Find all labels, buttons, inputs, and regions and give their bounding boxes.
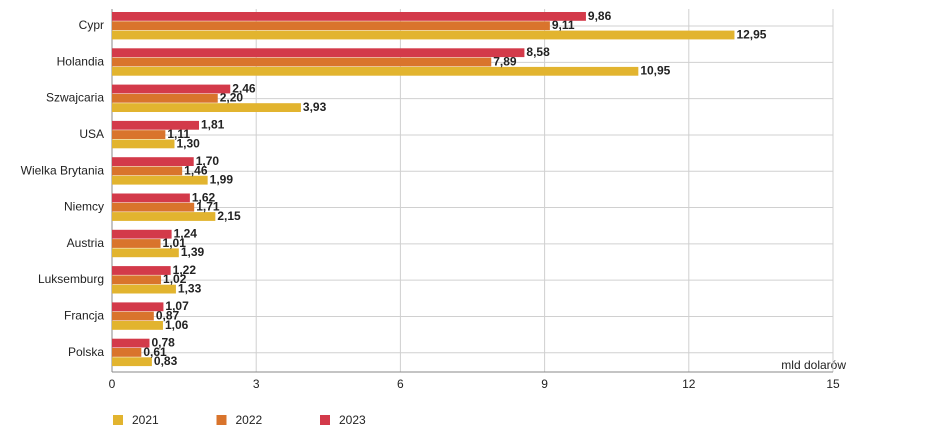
- x-tick-label: 3: [253, 377, 260, 391]
- y-tick-label: Francja: [64, 309, 104, 323]
- x-tick-label: 9: [541, 377, 548, 391]
- legend-label: 2023: [339, 413, 366, 427]
- y-tick-label: Holandia: [57, 54, 105, 68]
- bar: [112, 212, 216, 221]
- value-label: 0,87: [156, 309, 180, 323]
- bar: [112, 338, 150, 348]
- bar: [112, 130, 166, 139]
- y-tick-label: Polska: [68, 345, 104, 359]
- value-label: 10,95: [640, 64, 670, 78]
- bar: [112, 321, 163, 330]
- value-label: 2,20: [220, 91, 244, 105]
- value-label: 1,06: [165, 318, 189, 332]
- value-label: 9,11: [552, 18, 575, 32]
- legend-label: 2022: [236, 413, 263, 427]
- value-label: 1,24: [174, 227, 198, 241]
- y-tick-label: Szwajcaria: [46, 91, 104, 105]
- bar: [112, 30, 735, 40]
- axis-label: mld dolarów: [781, 358, 846, 372]
- value-label: 1,62: [192, 190, 216, 204]
- value-label: 1,81: [201, 118, 225, 132]
- bar: [112, 21, 550, 31]
- value-label: 1,22: [173, 263, 197, 277]
- value-label: 1,46: [184, 163, 208, 177]
- bar: [112, 139, 175, 149]
- bar: [112, 302, 164, 312]
- legend-swatch: [216, 415, 227, 425]
- value-label: 7,89: [493, 54, 517, 68]
- bar: [112, 103, 301, 112]
- value-label: 1,70: [196, 154, 220, 168]
- bar: [112, 66, 639, 76]
- bar: [112, 193, 190, 203]
- legend-label: 2021: [132, 413, 159, 427]
- bar: [112, 239, 161, 248]
- x-tick-label: 6: [397, 377, 404, 391]
- bar: [112, 175, 208, 185]
- bar: [112, 166, 183, 176]
- bar: [112, 120, 200, 130]
- bar: [112, 157, 194, 166]
- value-label: 12,95: [736, 27, 766, 41]
- y-tick-label: Luksemburg: [38, 272, 104, 286]
- value-label: 2,46: [232, 81, 256, 95]
- value-label: 0,83: [154, 354, 178, 368]
- value-label: 1,99: [210, 173, 234, 187]
- value-label: 1,39: [181, 245, 205, 259]
- bar: [112, 202, 195, 212]
- bar: [112, 284, 176, 294]
- bar: [112, 266, 171, 275]
- legend-swatch: [113, 415, 123, 425]
- value-label: 1,07: [165, 299, 189, 313]
- value-label: 3,93: [303, 100, 327, 114]
- value-label: 1,71: [196, 200, 220, 214]
- value-label: 9,86: [588, 9, 612, 23]
- bar: [112, 57, 492, 67]
- x-tick-label: 15: [826, 377, 840, 391]
- y-tick-label: Wielka Brytania: [21, 163, 105, 177]
- y-tick-label: USA: [79, 127, 104, 141]
- bar: [112, 275, 162, 285]
- legend-swatch: [320, 415, 330, 425]
- bar: [112, 93, 218, 103]
- bar: [112, 311, 154, 321]
- y-tick-label: Austria: [67, 236, 105, 250]
- value-label: 1,02: [163, 272, 187, 286]
- y-tick-label: Cypr: [79, 18, 104, 32]
- bar: [112, 229, 172, 239]
- value-label: 1,30: [176, 136, 200, 150]
- bar: [112, 348, 142, 357]
- value-label: 0,61: [143, 345, 167, 359]
- bar: [112, 48, 525, 58]
- bar: [112, 84, 231, 94]
- x-tick-label: 0: [109, 377, 116, 391]
- value-label: 8,58: [526, 45, 550, 59]
- value-label: 1,11: [167, 127, 190, 141]
- value-label: 1,01: [163, 236, 187, 250]
- bar: [112, 357, 152, 367]
- value-label: 2,15: [217, 209, 241, 223]
- value-label: 1,33: [178, 282, 202, 296]
- bar: [112, 248, 179, 258]
- x-tick-label: 12: [682, 377, 696, 391]
- bar: [112, 12, 586, 21]
- y-tick-label: Niemcy: [64, 200, 104, 214]
- value-label: 0,78: [151, 336, 175, 350]
